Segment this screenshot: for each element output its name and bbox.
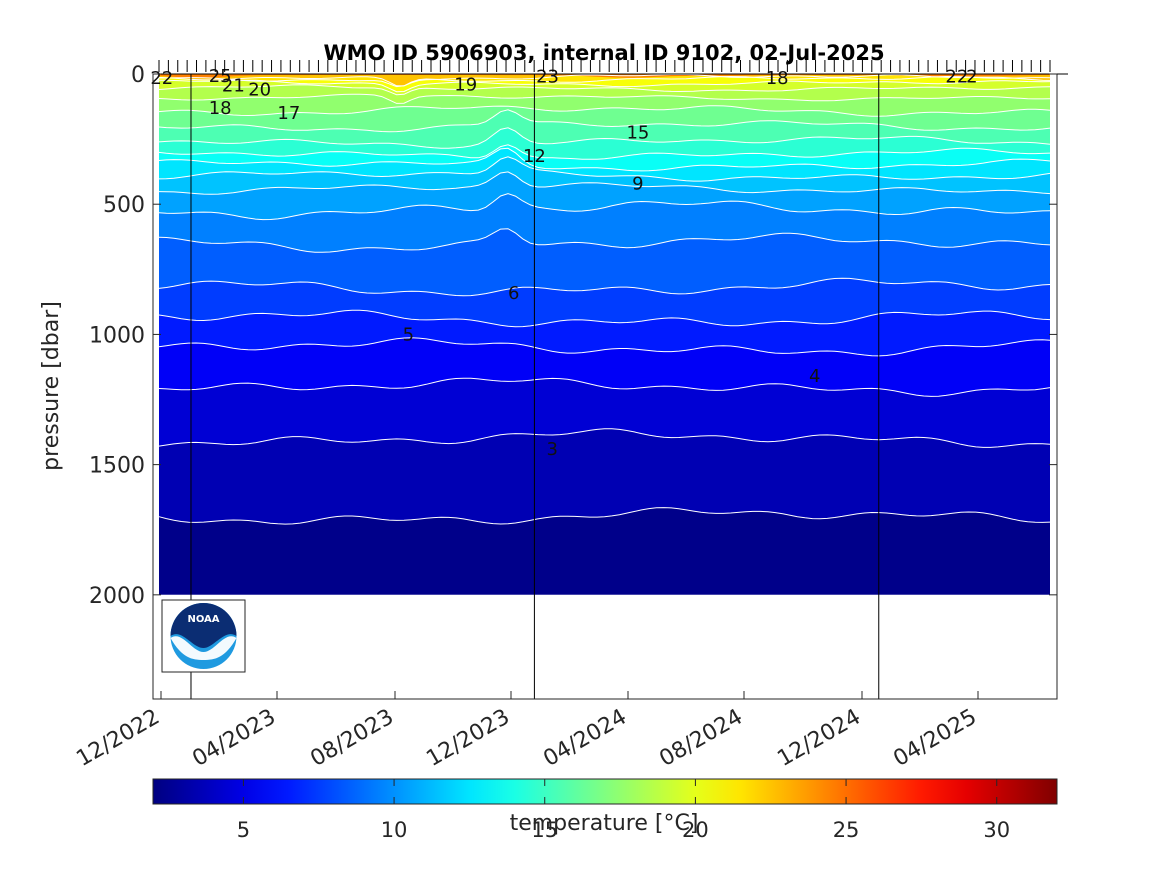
contour-label-2: 2 [966,67,977,88]
contour-label-20: 20 [248,80,271,101]
contour-label-18: 18 [209,98,232,119]
isotherm-18 [158,93,1051,104]
y-axis: 0 500 1000 1500 2000 [89,63,1057,609]
colorbar-tick-label: 25 [833,818,860,842]
y-tick-label: 1000 [89,323,145,348]
isotherm-4 [158,428,1051,448]
contour-label-23: 23 [536,67,559,88]
isotherm-11 [158,171,1051,195]
contour-label-15: 15 [626,123,649,144]
contour-label-22: 22 [945,67,968,88]
x-tick-label: 04/2025 [889,705,981,772]
contour-label-12: 12 [523,146,546,167]
y-tick-label: 2000 [89,584,145,609]
contour-label-19: 19 [454,74,477,95]
isotherm-17 [158,105,1051,117]
contour-label-6: 6 [508,283,519,304]
contour-label-25: 25 [209,66,232,87]
isotherm-22 [158,74,1051,87]
isotherm-9 [158,228,1051,253]
year-separators [190,74,880,699]
x-tick-label: 12/2022 [72,705,164,772]
x-tick-label: 08/2023 [306,705,398,772]
x-axis: 12/2022 04/2023 08/2023 12/2023 04/2024 08/20… [72,691,981,772]
contour-label-21: 21 [222,76,245,97]
contour-label-17: 17 [277,103,300,124]
colorbar [152,778,1058,805]
isotherm-13 [158,147,1051,172]
y-tick-label: 500 [103,193,145,218]
x-tick-label: 04/2023 [188,705,280,772]
noaa-logo-text: NOAA [187,614,219,625]
contour-label-4: 4 [809,366,820,387]
y-tick-label: 1500 [89,454,145,479]
contour-label-5: 5 [403,324,414,345]
colorbar-tick-label: 10 [381,818,408,842]
temperature-band-surface [159,74,1050,79]
isotherm-3 [158,507,1051,525]
isotherm-16 [158,109,1051,133]
isotherm-10 [158,193,1051,221]
x-tick-label: 08/2024 [655,705,747,772]
isotherm-8 [158,277,1051,297]
isotherm-21 [159,75,1051,88]
noaa-logo: NOAA [161,599,246,673]
contour-label-3: 3 [547,439,558,460]
no-data-area [153,594,1057,699]
contour-label-18: 18 [766,68,789,89]
isotherm-6 [158,337,1051,357]
colorbar-ticks: 5 10 15 20 25 30 [237,779,1010,842]
temperature-field [153,74,1057,699]
isotherm-12 [158,156,1051,182]
chart-title: WMO ID 5906903, internal ID 9102, 02-Jul… [323,41,884,65]
isotherm-14 [158,144,1051,160]
isotherm-15 [158,127,1051,149]
colorbar-tick-label: 30 [983,818,1010,842]
x-tick-label: 04/2024 [539,705,631,772]
y-axis-label: pressure [dbar] [39,301,64,471]
no-data-left [153,74,159,699]
y-tick-label: 0 [131,63,145,88]
no-data-right [1050,74,1057,699]
contour-label-22: 22 [150,68,173,89]
isotherm-7 [158,309,1051,328]
isotherm-5 [158,377,1051,397]
isotherm-20 [158,79,1051,93]
colorbar-tick-label: 15 [531,818,558,842]
colorbar-tick-label: 5 [237,818,250,842]
isotherm-lines [158,74,1051,525]
x-tick-label: 12/2023 [422,705,514,772]
x-tick-label: 12/2024 [773,705,865,772]
colorbar-label: temperature [°C] [510,811,699,836]
contour-label-9: 9 [632,173,643,194]
isotherm-19 [158,84,1051,96]
profile-ticks [153,60,1068,75]
colorbar-tick-label: 20 [682,818,709,842]
